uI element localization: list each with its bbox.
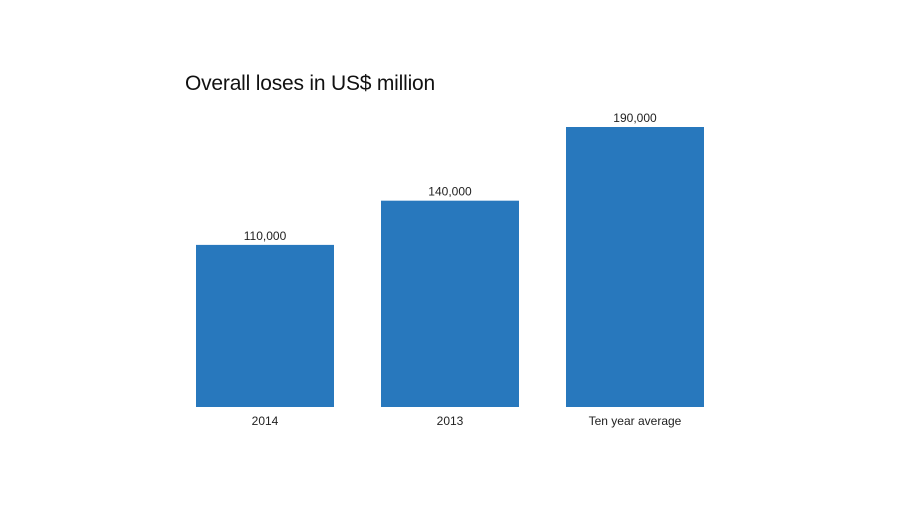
bar-value-label-2: 190,000 [613,111,657,125]
bar-value-label-1: 140,000 [428,185,472,199]
bar-value-label-0: 110,000 [244,229,287,243]
category-label-1: 2013 [437,414,464,428]
bar-2 [566,127,704,407]
bar-0 [196,244,334,407]
category-label-0: 2014 [252,414,279,428]
category-label-2: Ten year average [589,414,682,428]
bar-1 [381,200,519,407]
chart-title: Overall loses in US$ million [185,72,435,95]
